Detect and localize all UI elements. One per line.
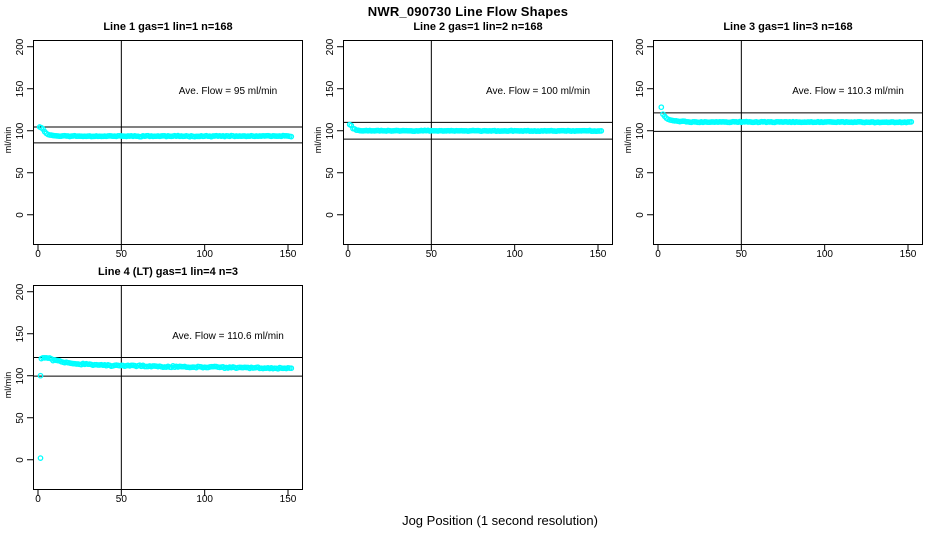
panel-line-2: Line 2 gas=1 lin=2 n=168 Ave. Flow = 100… — [313, 21, 613, 260]
x-tick-label: 0 — [345, 249, 351, 260]
y-tick-label: 100 — [15, 122, 26, 140]
data-point — [598, 128, 605, 134]
x-tick-label: 100 — [196, 494, 213, 505]
plot-box — [653, 40, 923, 245]
x-tick-label: 100 — [196, 249, 213, 260]
y-tick-label: 0 — [15, 456, 26, 463]
y-tick-label: 0 — [635, 211, 646, 218]
plot-area — [27, 40, 303, 251]
outlier-point — [37, 455, 44, 461]
plot-area — [337, 40, 613, 251]
panel-line-3: Line 3 gas=1 lin=3 n=168 Ave. Flow = 110… — [623, 21, 923, 260]
y-tick-label: 200 — [635, 38, 646, 56]
x-tick-label: 150 — [279, 494, 297, 505]
panel-title: Line 2 gas=1 lin=2 n=168 — [413, 21, 543, 33]
plot-box — [343, 40, 613, 245]
y-tick-label: 150 — [15, 80, 26, 98]
y-axis-label: ml/min — [3, 371, 13, 399]
panel-line-4: Line 4 (LT) gas=1 lin=4 n=3 Ave. Flow = … — [3, 266, 303, 505]
x-tick-label: 150 — [589, 249, 607, 260]
plot-area — [27, 285, 303, 496]
x-tick-label: 150 — [899, 249, 917, 260]
y-axis-label: ml/min — [623, 126, 633, 154]
plot-box — [33, 285, 303, 490]
x-tick-label: 50 — [735, 249, 747, 260]
x-tick-label: 150 — [279, 249, 297, 260]
y-tick-label: 150 — [635, 80, 646, 98]
x-tick-label: 50 — [115, 494, 127, 505]
x-tick-label: 100 — [506, 249, 523, 260]
y-tick-label: 100 — [15, 367, 26, 385]
scatter-points — [36, 124, 295, 140]
data-point — [288, 365, 295, 372]
x-tick-label: 0 — [35, 249, 41, 260]
plot-box — [33, 40, 303, 245]
y-tick-label: 150 — [325, 80, 336, 98]
y-tick-label: 0 — [15, 211, 26, 218]
scatter-points — [658, 104, 915, 126]
y-tick-label: 200 — [15, 38, 26, 56]
plot-area — [647, 40, 923, 251]
y-tick-label: 50 — [15, 412, 26, 424]
y-tick-label: 50 — [325, 167, 336, 179]
panel-title: Line 4 (LT) gas=1 lin=4 n=3 — [97, 266, 239, 278]
x-tick-label: 0 — [35, 494, 41, 505]
panel-line-1: Line 1 gas=1 lin=1 n=168 Ave. Flow = 95 … — [3, 21, 303, 260]
x-tick-label: 50 — [115, 249, 127, 260]
scatter-points — [346, 121, 605, 135]
y-tick-label: 100 — [325, 122, 336, 140]
x-tick-label: 0 — [655, 249, 661, 260]
y-tick-label: 50 — [635, 167, 646, 179]
ave-flow-annotation: Ave. Flow = 100 ml/min — [485, 86, 591, 97]
x-axis-label: Jog Position (1 second resolution) — [402, 513, 598, 528]
ave-flow-annotation: Ave. Flow = 110.6 ml/min — [172, 331, 284, 342]
outlier-point — [658, 104, 665, 111]
y-axis-label: ml/min — [313, 126, 323, 154]
ave-flow-annotation: Ave. Flow = 95 ml/min — [178, 86, 278, 97]
y-tick-label: 50 — [15, 167, 26, 179]
ave-flow-annotation: Ave. Flow = 110.3 ml/min — [792, 86, 904, 97]
y-tick-label: 0 — [325, 211, 336, 218]
scatter-points — [37, 354, 295, 461]
y-tick-label: 150 — [15, 325, 26, 343]
x-tick-label: 50 — [425, 249, 437, 260]
y-axis-label: ml/min — [3, 126, 13, 154]
data-point — [288, 133, 295, 140]
panel-title: Line 3 gas=1 lin=3 n=168 — [723, 21, 853, 33]
panel-title: Line 1 gas=1 lin=1 n=168 — [103, 21, 233, 33]
data-point — [908, 119, 915, 125]
main-title: NWR_090730 Line Flow Shapes — [367, 4, 569, 19]
y-tick-label: 200 — [15, 283, 26, 301]
y-tick-label: 100 — [635, 122, 646, 140]
x-tick-label: 100 — [816, 249, 833, 260]
outlier-point — [37, 372, 44, 379]
y-tick-label: 200 — [325, 38, 336, 56]
